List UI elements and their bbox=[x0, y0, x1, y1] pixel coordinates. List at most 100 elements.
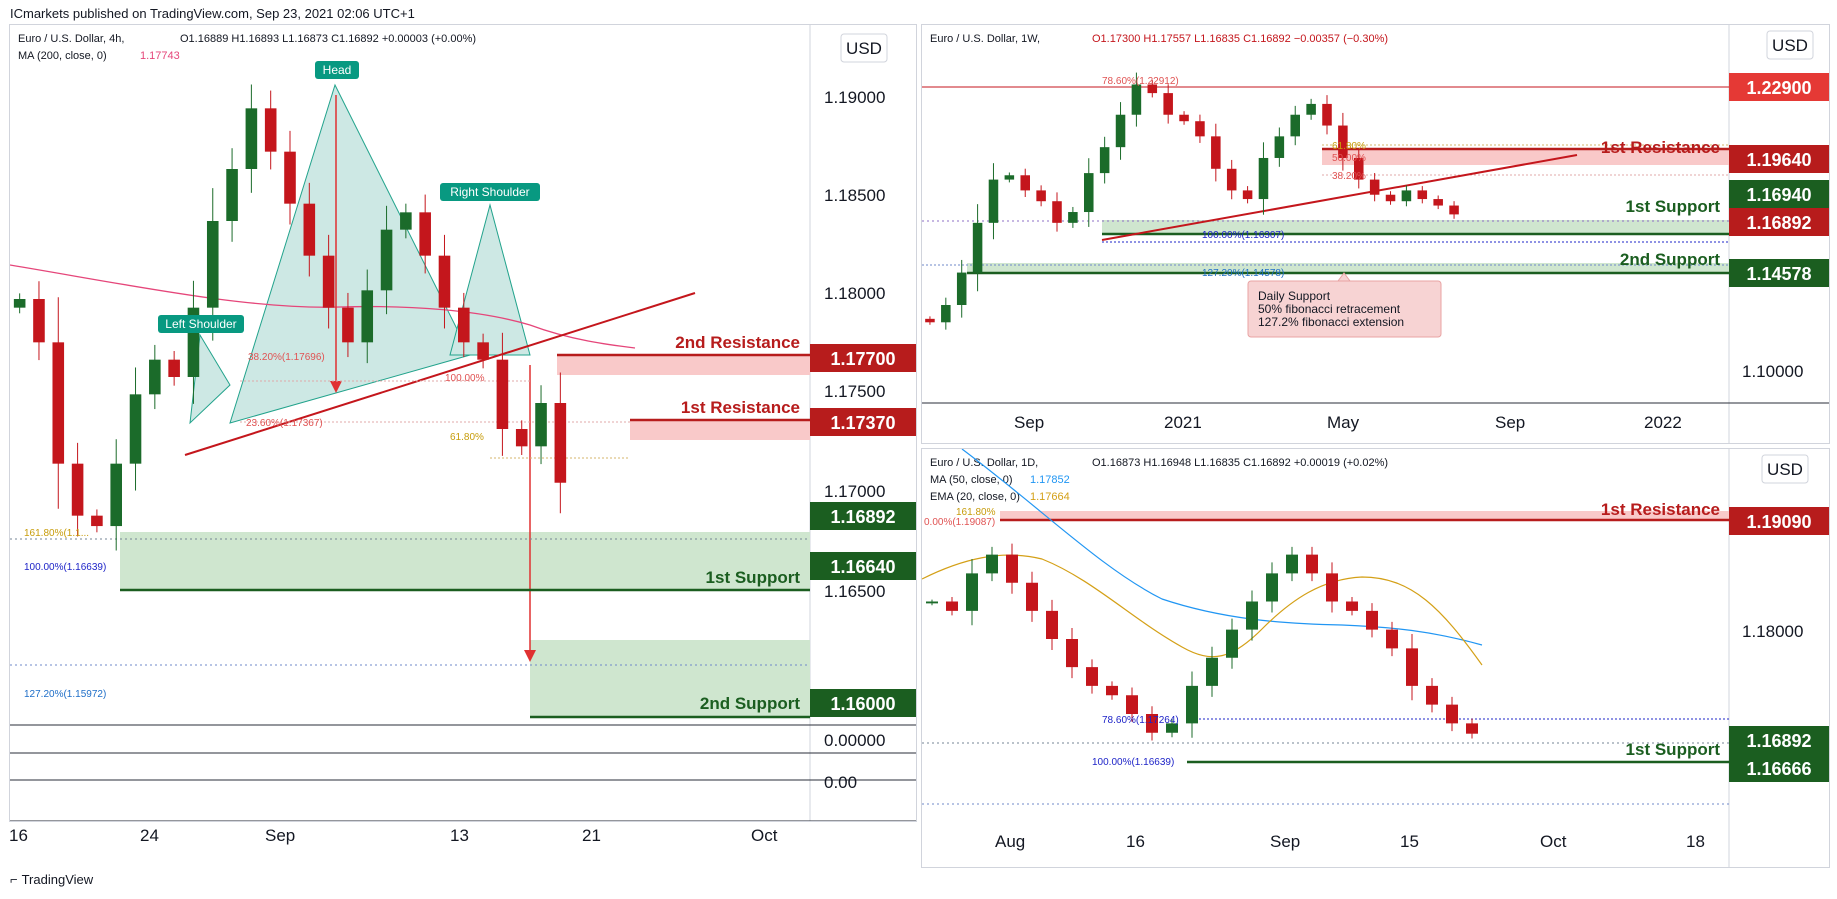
x-tick: Sep bbox=[265, 826, 296, 845]
candle-body bbox=[1068, 212, 1078, 223]
candle-body bbox=[926, 601, 938, 604]
y-tick: 1.19000 bbox=[824, 88, 885, 107]
support-zone-2 bbox=[530, 640, 810, 718]
candle-body bbox=[1246, 601, 1258, 630]
candle-body bbox=[1266, 573, 1278, 602]
candle-body bbox=[1146, 714, 1158, 733]
x-tick: 24 bbox=[140, 826, 159, 845]
price-tag-r1-text: 1.19640 bbox=[1746, 150, 1811, 170]
chart-1w-svg[interactable]: Euro / U.S. Dollar, 1W, O1.17300 H1.1755… bbox=[922, 25, 1829, 443]
price-tag-r1 bbox=[810, 408, 916, 436]
price-tag-top bbox=[1729, 73, 1829, 101]
x-tick: Oct bbox=[1540, 832, 1567, 851]
candle-body bbox=[438, 255, 451, 308]
price-tag-s1 bbox=[1729, 754, 1829, 782]
candle-body bbox=[1066, 639, 1078, 668]
note-line: 50% fibonacci retracement bbox=[1258, 302, 1401, 316]
candle-body bbox=[1046, 610, 1058, 639]
price-tag-s2-text: 1.16000 bbox=[830, 694, 895, 714]
candle-body bbox=[1366, 610, 1378, 630]
chart-4h-svg[interactable]: Euro / U.S. Dollar, 4h, O1.16889 H1.1689… bbox=[9, 25, 916, 822]
candle-body bbox=[1226, 629, 1238, 658]
candle-body bbox=[956, 272, 967, 305]
candle-body bbox=[1206, 657, 1218, 686]
candle-body bbox=[986, 554, 998, 574]
candle-body bbox=[1126, 695, 1138, 714]
candle-body bbox=[972, 222, 983, 273]
candle-body bbox=[361, 290, 374, 343]
x-tick: Sep bbox=[1014, 413, 1044, 432]
x-tick: Sep bbox=[1495, 413, 1525, 432]
fib-100-label: 100.00% bbox=[445, 373, 485, 384]
candle-body bbox=[496, 359, 509, 429]
candle-body bbox=[1186, 685, 1198, 724]
chart-panel-4h[interactable]: Euro / U.S. Dollar, 4h, O1.16889 H1.1689… bbox=[9, 24, 917, 822]
candle-body bbox=[322, 255, 335, 308]
fib-382-label: 38.20% bbox=[1332, 171, 1366, 182]
candle-body bbox=[1426, 685, 1438, 705]
fib-382-label: 38.20%(1.17696) bbox=[248, 352, 325, 363]
left-shoulder-label: Left Shoulder bbox=[165, 317, 236, 331]
candle-body bbox=[168, 359, 180, 377]
chart-panel-1d[interactable]: Euro / U.S. Dollar, 1D, O1.16873 H1.1694… bbox=[921, 448, 1830, 868]
info-ma-value: 1.17743 bbox=[140, 50, 180, 62]
note-line: 127.2% fibonacci extension bbox=[1258, 315, 1404, 329]
candles-1d bbox=[926, 543, 1478, 741]
candle-body bbox=[1406, 648, 1418, 686]
candle-body bbox=[1306, 554, 1318, 574]
candle-body bbox=[535, 403, 547, 447]
note-line: Daily Support bbox=[1258, 289, 1331, 303]
left-shoulder-tag bbox=[158, 315, 244, 333]
price-tag-s1-text: 1.16640 bbox=[830, 557, 895, 577]
info-ohlc: O1.16873 H1.16948 L1.16835 C1.16892 +0.0… bbox=[1092, 457, 1388, 469]
price-tag-current bbox=[1729, 726, 1829, 754]
candle-body bbox=[941, 305, 951, 323]
chart-panel-1w[interactable]: Euro / U.S. Dollar, 1W, O1.17300 H1.1755… bbox=[921, 24, 1830, 444]
x-tick: 16 bbox=[1126, 832, 1145, 851]
fib-786-label: 78.60%(1.17264) bbox=[1102, 715, 1179, 726]
candle-body bbox=[1258, 157, 1269, 200]
fib-618-label: 61.80% bbox=[450, 432, 484, 443]
candle-body bbox=[1099, 147, 1110, 174]
info-ema-label: EMA (20, close, 0) bbox=[930, 491, 1020, 503]
candle-body bbox=[303, 203, 316, 256]
candle-body bbox=[1466, 723, 1478, 734]
x-axis-4h: 16 24 Sep 13 21 Oct bbox=[9, 826, 809, 850]
x-tick: Oct bbox=[751, 826, 778, 845]
fib-1272-label: 127.20%(1.15972) bbox=[24, 689, 106, 700]
resistance-1-title: 1st Resistance bbox=[1601, 500, 1720, 519]
price-tag-s2-text: 1.14578 bbox=[1746, 264, 1811, 284]
currency-button[interactable] bbox=[1766, 30, 1814, 60]
candle-body bbox=[925, 318, 935, 323]
candle-body bbox=[71, 463, 84, 516]
fib-100b-label: 100.00%(1.16639) bbox=[24, 562, 106, 573]
support-1-title: 1st Support bbox=[1626, 197, 1721, 216]
price-tag-level2 bbox=[1729, 180, 1829, 208]
candle-body bbox=[1211, 136, 1221, 169]
price-tag-s2 bbox=[810, 689, 916, 717]
fib-786-label: 78.60%(1.22912) bbox=[1102, 76, 1179, 87]
fib-1618-label: 161.80% bbox=[956, 507, 996, 518]
info-ohlc: O1.16889 H1.16893 L1.16873 C1.16892 +0.0… bbox=[180, 33, 476, 45]
candle-body bbox=[1338, 125, 1348, 158]
price-tag-r1-text: 1.19090 bbox=[1746, 512, 1811, 532]
hs-right-triangle bbox=[449, 203, 531, 356]
candle-body bbox=[988, 179, 999, 223]
currency-button[interactable] bbox=[1761, 454, 1809, 484]
candle-body bbox=[1006, 554, 1018, 583]
candle-body bbox=[554, 403, 567, 483]
candle-body bbox=[458, 307, 470, 343]
candle-body bbox=[1106, 685, 1118, 696]
candle-body bbox=[342, 307, 354, 343]
chart-1d-svg[interactable]: Euro / U.S. Dollar, 1D, O1.16873 H1.1694… bbox=[921, 448, 1829, 867]
y-tick: 1.18000 bbox=[1742, 622, 1803, 641]
price-tag-r1 bbox=[1729, 145, 1829, 173]
fib-0-label: 0.00%(1.19087) bbox=[924, 517, 995, 528]
x-tick: May bbox=[1327, 413, 1360, 432]
candle-body bbox=[1166, 723, 1178, 733]
info-ma-label: MA (50, close, 0) bbox=[930, 474, 1013, 486]
candle-body bbox=[1242, 190, 1253, 200]
candle-body bbox=[33, 299, 45, 343]
currency-button[interactable] bbox=[840, 33, 888, 63]
resistance-zone-1 bbox=[1000, 511, 1729, 520]
